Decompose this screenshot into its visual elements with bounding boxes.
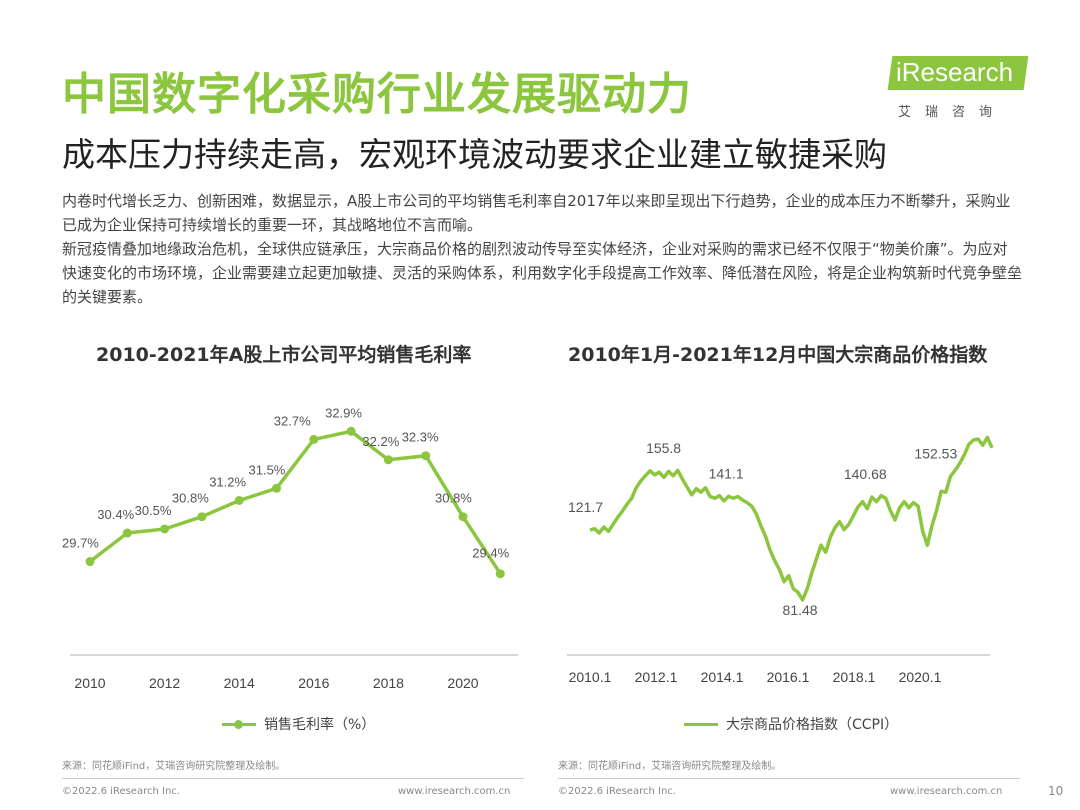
series-line [88, 429, 502, 575]
data-label: 141.1 [709, 465, 744, 481]
chart-right-title: 2010年1月-2021年12月中国大宗商品价格指数 [568, 344, 988, 366]
data-label: 29.4% [472, 546, 509, 561]
footer-website-right: www.iresearch.com.cn [890, 786, 1003, 797]
data-point [346, 426, 356, 436]
footer-divider-right [558, 778, 1020, 779]
data-label: 30.8% [172, 491, 209, 506]
chart-left-title: 2010-2021年A股上市公司平均销售毛利率 [96, 344, 472, 366]
x-tick-label: 2014.1 [701, 669, 744, 685]
data-label: 81.48 [783, 602, 818, 618]
footer-divider-left [62, 778, 524, 779]
data-point [272, 483, 281, 493]
x-tick-label: 2014 [224, 675, 255, 691]
footer-copyright-left: ©2022.6 iResearch Inc. [62, 786, 180, 797]
data-label: 29.7% [62, 536, 99, 551]
data-label: 30.8% [435, 491, 472, 506]
data-label: 121.7 [568, 499, 603, 515]
data-label: 30.4% [97, 507, 134, 522]
data-label: 31.2% [209, 474, 246, 489]
page-title: 中国数字化采购行业发展驱动力 [62, 69, 692, 120]
data-label: 155.8 [646, 440, 681, 456]
iresearch-logo: iResearch 艾瑞咨询 [887, 56, 1030, 126]
page-subtitle: 成本压力持续走高，宏观环境波动要求企业建立敏捷采购 [62, 135, 887, 174]
data-point [309, 434, 319, 444]
data-label: 32.9% [325, 405, 362, 420]
chart-left-source: 来源：同花顺iFind，艾瑞咨询研究院整理及绘制。 [62, 761, 286, 772]
intro-text: 内卷时代增长乏力、创新困难，数据显示，A股上市公司的平均销售毛利率自2017年以… [62, 189, 1022, 309]
x-tick-label: 2016.1 [767, 669, 810, 685]
data-point [383, 455, 393, 465]
data-point [234, 495, 244, 505]
data-point [421, 451, 431, 461]
x-tick-label: 2012 [149, 675, 180, 691]
intro-paragraph-1: 内卷时代增长乏力、创新困难，数据显示，A股上市公司的平均销售毛利率自2017年以… [62, 192, 1011, 234]
page-number: 10 [1048, 784, 1064, 798]
data-point [85, 557, 95, 567]
intro-paragraph-2: 新冠疫情叠加地缘政治危机，全球供应链承压，大宗商品价格的剧烈波动传导至实体经济，… [62, 240, 1023, 306]
chart-left: 29.7%30.4% 30.5%30.8%31.2%31.5%32.7%32.9%… [62, 405, 518, 691]
x-tick-label: 2016 [298, 675, 329, 691]
logo-brand: iResearch [896, 57, 1014, 87]
x-tick-label: 2020.1 [899, 669, 942, 685]
footer-copyright-right: ©2022.6 iResearch Inc. [558, 786, 676, 797]
x-tick-label: 2012.1 [635, 669, 678, 685]
data-point [122, 528, 132, 538]
data-label: 140.68 [844, 466, 887, 482]
data-label: 31.5% [249, 462, 286, 477]
x-tick-label: 2018 [373, 675, 404, 691]
data-point [458, 512, 468, 522]
data-point [495, 569, 505, 579]
x-tick-label: 2010.1 [569, 669, 612, 685]
chart-right-legend-label: 大宗商品价格指数（CCPI） [726, 717, 899, 733]
x-tick-label: 2018.1 [833, 669, 876, 685]
data-label: 32.3% [402, 430, 439, 445]
logo-sub: 艾瑞咨询 [898, 105, 1007, 120]
data-point [160, 524, 170, 534]
x-tick-label: 2010 [74, 675, 105, 691]
footer-website-left: www.iresearch.com.cn [398, 786, 511, 797]
data-label: 32.7% [274, 413, 311, 428]
data-label: 30.5% [135, 503, 172, 518]
chart-right-source: 来源：同花顺iFind，艾瑞咨询研究院整理及绘制。 [558, 761, 782, 772]
data-point [197, 512, 207, 522]
chart-right-legend: 大宗商品价格指数（CCPI） [684, 714, 898, 734]
data-label: 152.53 [914, 445, 957, 461]
chart-left-legend: 销售毛利率（%） [222, 714, 375, 734]
chart-right: 121.7 155.8 141.1 81.48 140.68 152.53 2010.1 20… [567, 435, 994, 685]
data-label: 32.2% [362, 434, 399, 449]
series-line [589, 435, 994, 602]
legend-line-marker-icon [222, 719, 256, 729]
legend-line-icon [684, 722, 718, 726]
x-tick-label: 2020 [447, 675, 478, 691]
chart-left-legend-label: 销售毛利率（%） [264, 717, 376, 733]
